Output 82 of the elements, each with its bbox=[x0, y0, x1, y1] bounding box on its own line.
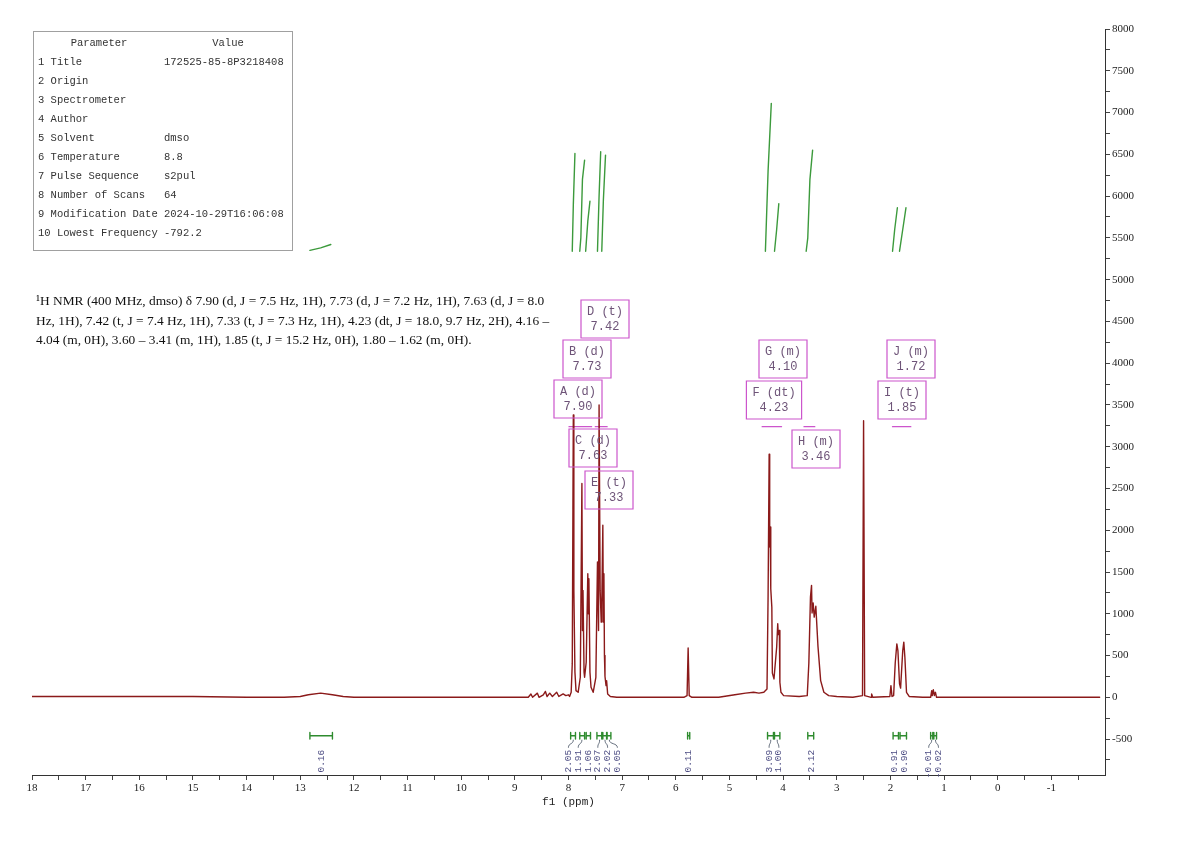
x-tick-label: 4 bbox=[780, 781, 787, 794]
x-tick-label: -1 bbox=[1046, 781, 1056, 794]
y-tick-label: 7500 bbox=[1112, 63, 1135, 76]
y-tick-label: 5000 bbox=[1112, 272, 1135, 285]
annotation: J (m) 1.72 bbox=[892, 344, 930, 374]
category-label: 4 Author bbox=[37, 112, 90, 125]
annotation: H (m) 3.46 bbox=[797, 434, 835, 464]
x-tick-label: 10 bbox=[455, 781, 468, 794]
text: 2024-10-29T16:06:08 bbox=[164, 207, 284, 220]
x-tick-label: 13 bbox=[294, 781, 307, 794]
text: 8.8 bbox=[164, 150, 183, 163]
annotation: 0.91 bbox=[889, 749, 901, 773]
annotation: 2.07 bbox=[592, 749, 604, 773]
category-label: 3 Spectrometer bbox=[37, 93, 128, 106]
category-label: 2 Origin bbox=[37, 74, 90, 87]
annotation: 0.16 bbox=[315, 749, 327, 773]
annotation: Value bbox=[211, 37, 245, 49]
annotation: D (t) 7.42 bbox=[586, 304, 624, 334]
annotation: 3.09 bbox=[763, 749, 775, 773]
x-tick-label: 9 bbox=[512, 781, 519, 794]
x-tick-label: 5 bbox=[726, 781, 733, 794]
text: 64 bbox=[164, 188, 177, 201]
category-label: 10 Lowest Frequency bbox=[37, 226, 159, 239]
y-tick-label: 0 bbox=[1112, 690, 1118, 703]
annotation: 0.90 bbox=[898, 749, 910, 773]
annotation: F (dt) 4.23 bbox=[752, 385, 796, 415]
y-tick-label: 500 bbox=[1112, 648, 1129, 661]
annotation: 2.12 bbox=[805, 749, 817, 773]
y-tick-label: 1000 bbox=[1112, 606, 1135, 619]
y-tick-label: 4500 bbox=[1112, 314, 1135, 327]
y-tick-label: 2000 bbox=[1112, 523, 1135, 536]
annotation: 1.91 bbox=[572, 749, 584, 773]
x-tick-label: 7 bbox=[619, 781, 626, 794]
y-tick-label: 3500 bbox=[1112, 397, 1135, 410]
y-tick-label: 2500 bbox=[1112, 481, 1135, 494]
annotation: -0.01 bbox=[923, 749, 935, 779]
y-tick-label: 5500 bbox=[1112, 230, 1135, 243]
annotation: 2.05 bbox=[562, 749, 574, 773]
category-label: 6 Temperature bbox=[37, 150, 121, 163]
text: dmso bbox=[164, 131, 190, 144]
annotation: -0.02 bbox=[933, 749, 944, 779]
x-tick-label: 12 bbox=[348, 781, 360, 794]
x-tick-label: 2 bbox=[887, 781, 894, 794]
x-tick-label: 15 bbox=[187, 781, 199, 794]
x-tick-label: 17 bbox=[80, 781, 92, 794]
y-tick-label: 3000 bbox=[1112, 439, 1135, 452]
y-tick-label: 4000 bbox=[1112, 356, 1135, 369]
x-tick-label: 8 bbox=[565, 781, 572, 794]
y-tick-label: 8000 bbox=[1112, 21, 1135, 34]
annotation: 0.05 bbox=[611, 749, 623, 773]
y-tick-label: 6000 bbox=[1112, 188, 1135, 201]
annotation: I (t) 1.85 bbox=[883, 385, 921, 415]
annotation: ¹H NMR (400 MHz, dmso) δ 7.90 (d, J = 7.5 Hz, 1H), 7.73 (d, J = 7.2 Hz, 1H), 7.63 (d, J = 8.0 Hz, 1H), 7.42 (t, J = 7.4 Hz, 1H), 7.33 (t, J = 7.3 Hz, 1H), 4.23 (dt, J = 18.0, 9.7 Hz, 2H), 4.16 – 4.04 (m, 0H), 3.60 – 3.41 (m, 1H), 1.85 (t, J = 15.2 Hz, 0H), 1.80 – 1.62 (m, 0H). bbox=[36, 292, 551, 349]
annotation: 1.06 bbox=[582, 749, 594, 773]
category-label: 5 Solvent bbox=[37, 131, 96, 144]
x-tick-label: 1 bbox=[941, 781, 947, 794]
text: s2pul bbox=[164, 169, 196, 182]
x-tick-label: 6 bbox=[673, 781, 680, 794]
y-tick-label: 7000 bbox=[1112, 105, 1135, 118]
annotation: Parameter bbox=[69, 37, 129, 49]
category-label: 9 Modification Date bbox=[37, 207, 159, 220]
annotation: 1.00 bbox=[773, 749, 785, 773]
category-label: 7 Pulse Sequence bbox=[37, 169, 140, 182]
text: -792.2 bbox=[164, 226, 202, 239]
text: 172525-85-8P3218408 bbox=[164, 55, 284, 68]
x-tick-label: 11 bbox=[402, 781, 413, 794]
x-tick-label: 14 bbox=[241, 781, 253, 794]
annotation: G (m) 4.10 bbox=[764, 344, 802, 374]
category-label: 1 Title bbox=[37, 55, 84, 68]
y-tick-label: 1500 bbox=[1112, 564, 1135, 577]
x-tick-label: 0 bbox=[994, 781, 1001, 794]
annotation: 2.02 bbox=[602, 749, 614, 773]
x-tick-label: 3 bbox=[834, 781, 840, 794]
x-tick-label: 18 bbox=[26, 781, 38, 794]
y-tick-label: 6500 bbox=[1112, 147, 1135, 160]
annotation: A (d) 7.90 bbox=[559, 384, 597, 414]
x-tick-label: 16 bbox=[133, 781, 146, 794]
annotation: 0.11 bbox=[683, 749, 695, 773]
category-label: 8 Number of Scans bbox=[37, 188, 147, 201]
y-tick-label: -500 bbox=[1112, 731, 1133, 744]
annotation: B (d) 7.73 bbox=[568, 344, 606, 374]
x-axis-title: f1 (ppm) bbox=[542, 796, 595, 809]
